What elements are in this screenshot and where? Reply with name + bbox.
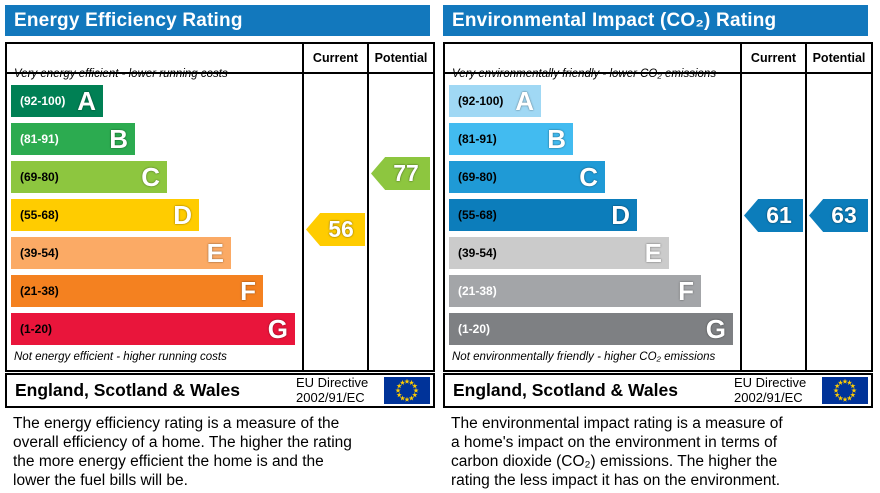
band-letter: B — [547, 124, 566, 154]
eu-directive-line2: 2002/91/EC — [734, 389, 803, 405]
eu-flag-icon — [384, 377, 430, 404]
band-range-label: (39-54) — [458, 246, 497, 260]
band-range-label: (92-100) — [20, 94, 66, 108]
band-letter: A — [77, 86, 96, 116]
band-letter: F — [678, 276, 694, 306]
description-line: carbon dioxide (CO₂) emissions. The high… — [451, 453, 778, 470]
eu-directive-line1: EU Directive — [296, 375, 369, 390]
band-range-label: (81-91) — [458, 132, 497, 146]
band-letter: B — [109, 124, 128, 154]
environmental-title-bar: Environmental Impact (CO₂) Rating — [443, 5, 868, 36]
band-range-label: (69-80) — [20, 170, 59, 184]
top-note: Very environmentally friendly - lower CO… — [452, 68, 717, 80]
environmental-ratings-table: Current Potential Very environmentally f… — [443, 42, 873, 372]
eu-directive-line2: 2002/91/EC — [296, 389, 365, 405]
band-letter: G — [267, 314, 288, 344]
description-line: the more energy efficient the home is an… — [13, 453, 324, 470]
environmental-footer: England, Scotland & Wales EU Directive 2… — [443, 373, 873, 408]
current-column-header: Current — [750, 51, 797, 65]
description-line: a home's impact on the environment in te… — [451, 434, 778, 451]
potential-column-header: Potential — [374, 51, 428, 65]
potential-column-header: Potential — [812, 51, 866, 65]
eu-directive-label: EU Directive 2002/91/EC — [296, 375, 384, 405]
energy-efficiency-panel: Energy Efficiency Rating Current Potenti… — [5, 5, 435, 493]
band-letter: E — [206, 238, 224, 268]
energy-title-bar: Energy Efficiency Rating — [5, 5, 430, 36]
eu-flag-icon — [822, 377, 868, 404]
panel-title: Environmental Impact (CO₂) Rating — [452, 9, 777, 31]
current-rating-arrow: 56 — [306, 213, 365, 246]
energy-description-text: The energy efficiency rating is a measur… — [13, 414, 431, 490]
eu-directive-label: EU Directive 2002/91/EC — [734, 375, 822, 405]
eu-directive-line1: EU Directive — [734, 375, 807, 390]
band-range-label: (1-20) — [458, 322, 491, 336]
band-range-label: (69-80) — [458, 170, 497, 184]
energy-ratings-table: Current Potential Very energy efficient … — [5, 42, 435, 372]
description-line: rating the less impact it has on the env… — [451, 472, 781, 489]
description-line: lower the fuel bills will be. — [13, 472, 188, 489]
header-divider — [445, 72, 871, 74]
band-range-label: (55-68) — [20, 208, 59, 222]
bottom-note: Not environmentally friendly - higher CO… — [452, 351, 716, 363]
band-letter: D — [611, 200, 630, 230]
panel-title: Energy Efficiency Rating — [14, 9, 243, 31]
column-divider — [367, 44, 369, 370]
bottom-note: Not energy efficient - higher running co… — [14, 351, 227, 363]
potential-rating-arrow: 63 — [809, 199, 868, 232]
band-range-label: (21-38) — [20, 284, 59, 298]
band-range-label: (92-100) — [458, 94, 504, 108]
column-divider — [302, 44, 304, 370]
description-line: The environmental impact rating is a mea… — [451, 415, 783, 432]
energy-footer: England, Scotland & Wales EU Directive 2… — [5, 373, 435, 408]
top-note: Very energy efficient - lower running co… — [14, 68, 228, 80]
environmental-impact-panel: Environmental Impact (CO₂) Rating Curren… — [443, 5, 873, 493]
column-divider — [805, 44, 807, 370]
region-label: England, Scotland & Wales — [453, 380, 678, 400]
band-range-label: (39-54) — [20, 246, 59, 260]
column-divider — [740, 44, 742, 370]
band-range-label: (55-68) — [458, 208, 497, 222]
band-range-label: (1-20) — [20, 322, 53, 336]
band-letter: C — [141, 162, 160, 192]
potential-rating-arrow: 77 — [371, 157, 430, 190]
band-letter: E — [644, 238, 662, 268]
band-letter: A — [515, 86, 534, 116]
band-letter: F — [240, 276, 256, 306]
current-column-header: Current — [312, 51, 359, 65]
band-letter: G — [705, 314, 726, 344]
band-range-label: (21-38) — [458, 284, 497, 298]
band-letter: C — [579, 162, 598, 192]
header-divider — [7, 72, 433, 74]
description-line: overall efficiency of a home. The higher… — [13, 434, 352, 451]
band-letter: D — [173, 200, 192, 230]
band-range-label: (81-91) — [20, 132, 59, 146]
region-label: England, Scotland & Wales — [15, 380, 240, 400]
environmental-description-text: The environmental impact rating is a mea… — [451, 414, 869, 490]
current-rating-arrow: 61 — [744, 199, 803, 232]
description-line: The energy efficiency rating is a measur… — [13, 415, 340, 432]
